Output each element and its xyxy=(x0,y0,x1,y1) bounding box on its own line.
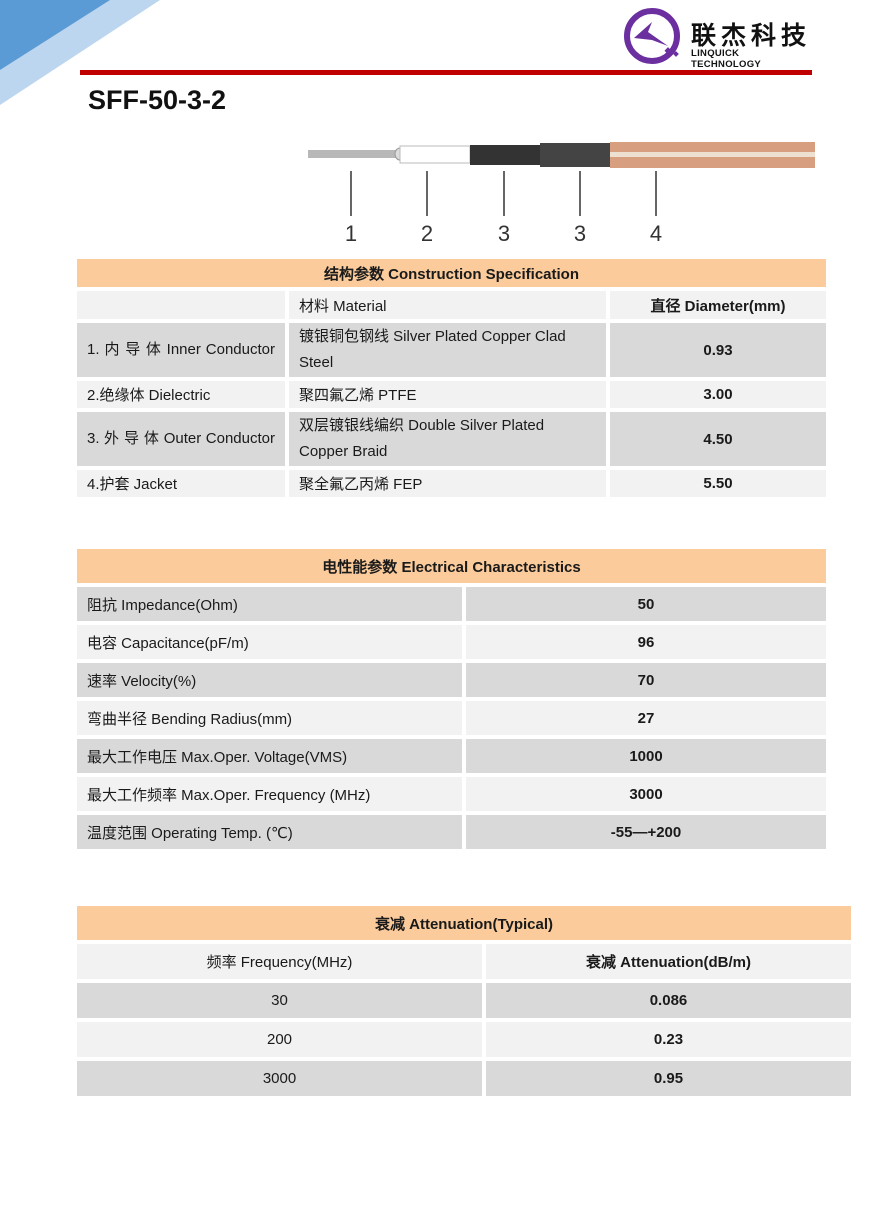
column-header: 频率 Frequency(MHz) xyxy=(77,944,482,979)
table-row: 1. 内 导 体 Inner Conductor 镀银铜包钢线 Silver Pl… xyxy=(77,323,826,377)
column-header: 衰减 Attenuation(dB/m) xyxy=(486,944,851,979)
param-label: 电容 Capacitance(pF/m) xyxy=(77,625,462,659)
cable-label: 3 xyxy=(574,221,586,246)
diameter-cell: 5.50 xyxy=(610,470,826,497)
material-cell: 聚全氟乙丙烯 FEP xyxy=(289,470,606,497)
param-value: 70 xyxy=(466,663,826,697)
param-value: 1000 xyxy=(466,739,826,773)
table-row: 200 0.23 xyxy=(77,1022,851,1057)
part-cell: 3. 外 导 体 Outer Conductor xyxy=(77,412,285,466)
table-row: 弯曲半径 Bending Radius(mm) 27 xyxy=(77,701,826,735)
construction-header: 结构参数 Construction Specification xyxy=(77,259,826,287)
attenuation-table: 衰减 Attenuation(Typical) 频率 Frequency(MHz… xyxy=(73,902,855,1100)
table-row: 速率 Velocity(%) 70 xyxy=(77,663,826,697)
cable-label: 3 xyxy=(498,221,510,246)
param-label: 最大工作频率 Max.Oper. Frequency (MHz) xyxy=(77,777,462,811)
table-row: 最大工作频率 Max.Oper. Frequency (MHz) 3000 xyxy=(77,777,826,811)
param-label: 温度范围 Operating Temp. (℃) xyxy=(77,815,462,849)
material-cell: 镀银铜包钢线 Silver Plated Copper Clad Steel xyxy=(289,323,606,377)
param-label: 速率 Velocity(%) xyxy=(77,663,462,697)
attenuation-cell: 0.086 xyxy=(486,983,851,1018)
cable-diagram: 1 2 3 3 4 xyxy=(308,142,815,246)
table-row: 阻抗 Impedance(Ohm) 50 xyxy=(77,587,826,621)
header-rule xyxy=(80,70,812,75)
logo-mark-icon xyxy=(624,8,680,64)
param-value: 50 xyxy=(466,587,826,621)
table-row: 30 0.086 xyxy=(77,983,851,1018)
frequency-cell: 3000 xyxy=(77,1061,482,1096)
table-row: 3000 0.95 xyxy=(77,1061,851,1096)
param-value: -55—+200 xyxy=(466,815,826,849)
param-label: 阻抗 Impedance(Ohm) xyxy=(77,587,462,621)
param-value: 27 xyxy=(466,701,826,735)
cable-label: 1 xyxy=(345,221,357,246)
column-header: 材料 Material xyxy=(289,291,606,319)
part-cell: 1. 内 导 体 Inner Conductor xyxy=(77,323,285,377)
diameter-cell: 4.50 xyxy=(610,412,826,466)
param-value: 3000 xyxy=(466,777,826,811)
construction-table: 结构参数 Construction Specification 材料 Mater… xyxy=(73,255,830,501)
param-label: 最大工作电压 Max.Oper. Voltage(VMS) xyxy=(77,739,462,773)
table-row: 2.绝缘体 Dielectric 聚四氟乙烯 PTFE 3.00 xyxy=(77,381,826,408)
logo-text-en: LINQUICK TECHNOLOGY xyxy=(691,48,762,70)
electrical-table: 电性能参数 Electrical Characteristics 阻抗 Impe… xyxy=(73,545,830,853)
page-title: SFF-50-3-2 xyxy=(88,85,227,115)
table-row: 3. 外 导 体 Outer Conductor 双层镀银线编织 Double S… xyxy=(77,412,826,466)
table-row: 最大工作电压 Max.Oper. Voltage(VMS) 1000 xyxy=(77,739,826,773)
part-cell: 4.护套 Jacket xyxy=(77,470,285,497)
table-row: 4.护套 Jacket 聚全氟乙丙烯 FEP 5.50 xyxy=(77,470,826,497)
part-cell: 2.绝缘体 Dielectric xyxy=(77,381,285,408)
table-row: 温度范围 Operating Temp. (℃) -55—+200 xyxy=(77,815,826,849)
cable-label: 4 xyxy=(650,221,662,246)
column-header: 直径 Diameter(mm) xyxy=(610,291,826,319)
logo-text-cn: 联杰科技 xyxy=(691,22,812,50)
attenuation-header: 衰减 Attenuation(Typical) xyxy=(77,906,851,940)
table-row: 电容 Capacitance(pF/m) 96 xyxy=(77,625,826,659)
material-cell: 双层镀银线编织 Double Silver Plated Copper Brai… xyxy=(289,412,606,466)
material-cell: 聚四氟乙烯 PTFE xyxy=(289,381,606,408)
attenuation-cell: 0.95 xyxy=(486,1061,851,1096)
diameter-cell: 3.00 xyxy=(610,381,826,408)
column-header xyxy=(77,291,285,319)
param-label: 弯曲半径 Bending Radius(mm) xyxy=(77,701,462,735)
attenuation-cell: 0.23 xyxy=(486,1022,851,1057)
company-logo: 联杰科技 LINQUICK TECHNOLOGY xyxy=(622,6,812,70)
cable-label: 2 xyxy=(421,221,433,246)
diameter-cell: 0.93 xyxy=(610,323,826,377)
corner-decoration xyxy=(0,0,160,105)
frequency-cell: 200 xyxy=(77,1022,482,1057)
param-value: 96 xyxy=(466,625,826,659)
frequency-cell: 30 xyxy=(77,983,482,1018)
electrical-header: 电性能参数 Electrical Characteristics xyxy=(77,549,826,583)
